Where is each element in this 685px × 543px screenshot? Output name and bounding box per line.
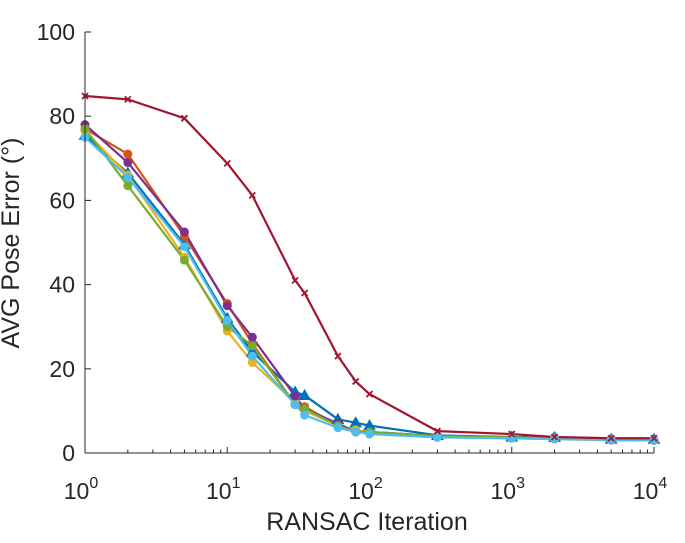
data-point [365, 429, 374, 439]
x-tick-label-base: 10 [633, 478, 659, 504]
x-tick-label: 101 [206, 475, 241, 504]
data-point [123, 181, 133, 191]
data-point [223, 159, 231, 167]
data-point [606, 435, 616, 445]
data-point [179, 227, 189, 237]
data-point [432, 432, 442, 442]
x-tick-label: 103 [491, 475, 526, 504]
data-point [351, 427, 361, 437]
y-tick-label: 60 [49, 187, 75, 213]
data-point [300, 410, 310, 420]
data-point [123, 149, 133, 159]
x-tick-label-base: 10 [491, 478, 517, 504]
data-point [290, 391, 300, 401]
data-point [298, 388, 312, 400]
data-point [649, 435, 659, 445]
data-point [290, 400, 300, 410]
data-point [301, 289, 309, 297]
data-point [433, 427, 442, 435]
y-tick-label: 0 [62, 440, 75, 466]
data-point [334, 352, 342, 360]
data-point [123, 158, 133, 168]
data-point [507, 433, 517, 443]
x-axis-label: RANSAC Iteration [266, 508, 467, 536]
data-point [247, 341, 257, 351]
y-axis-label: AVG Pose Error (°) [0, 138, 25, 349]
data-point [123, 172, 133, 182]
data-point [550, 434, 560, 444]
x-tick-label-exponent: 1 [232, 475, 241, 492]
data-point [365, 390, 374, 398]
data-point [550, 433, 559, 441]
data-point [291, 276, 299, 285]
x-tick-label-exponent: 3 [516, 475, 525, 492]
x-tick-label: 104 [633, 475, 668, 504]
data-point [222, 315, 232, 325]
y-tick-label: 80 [49, 103, 75, 129]
x-tick-label: 100 [64, 475, 99, 504]
data-point [650, 434, 658, 442]
data-point [352, 377, 360, 386]
data-point [179, 255, 189, 265]
series-line [84, 94, 654, 440]
y-tick-label: 100 [37, 19, 75, 45]
data-point [222, 301, 232, 311]
plot-markers [78, 92, 661, 445]
x-tick-label-exponent: 4 [658, 475, 667, 492]
x-tick-label-base: 10 [206, 478, 232, 504]
y-ticks: 0 20 40 60 80 100 [37, 19, 91, 466]
x-ticks: 100 101 102 103 104 [64, 447, 668, 504]
plot-lines [84, 94, 655, 442]
y-tick-label: 20 [49, 356, 75, 382]
data-point [180, 114, 189, 122]
x-tick-label-base: 10 [348, 478, 374, 504]
data-point [179, 242, 189, 252]
y-tick-label: 40 [49, 272, 75, 298]
data-point [607, 434, 615, 442]
x-tick-label-base: 10 [64, 478, 90, 504]
data-point [333, 423, 343, 433]
data-point [248, 191, 256, 199]
data-point [124, 95, 132, 103]
data-point [247, 351, 257, 361]
data-point [508, 430, 516, 438]
x-tick-label: 102 [348, 475, 383, 504]
x-tick-label-exponent: 2 [374, 475, 383, 492]
data-point [247, 332, 257, 342]
x-tick-label-exponent: 0 [89, 475, 98, 492]
